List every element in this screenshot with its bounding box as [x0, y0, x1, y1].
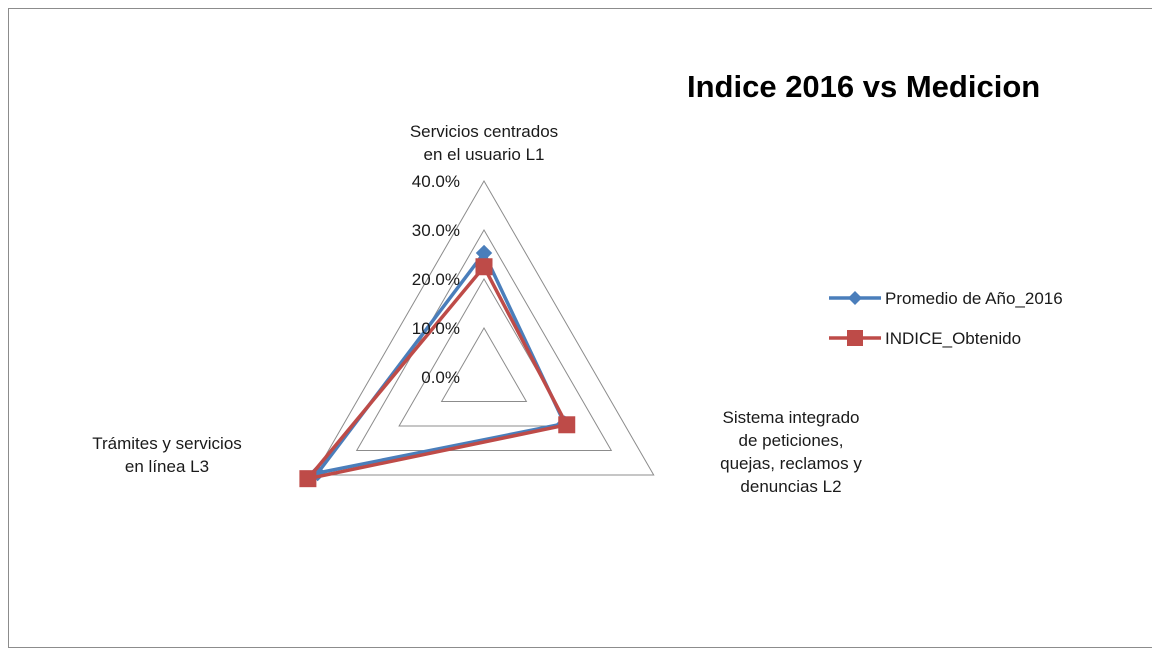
axis-label: Servicios centrados en el usuario L1 [410, 122, 558, 164]
legend-marker [847, 330, 863, 346]
grid-ring [313, 179, 655, 476]
radar-chart: Indice 2016 vs Medicion 0.0% 10.0% 20.0% 30… [92, 69, 1063, 496]
legend-item: Promedio de Año_2016 [829, 289, 1063, 308]
series-marker [299, 470, 317, 488]
tick-label: 0.0% [421, 368, 460, 387]
radar-tick-labels: 0.0% 10.0% 20.0% 30.0% 40.0% [412, 172, 460, 387]
grid-ring [440, 326, 528, 402]
radar-grid [313, 179, 655, 476]
grid-ring [355, 228, 613, 451]
axis-label: Trámites y servicios en línea L3 [92, 434, 242, 476]
radar-axis-labels: Servicios centrados en el usuario L1 Siste… [92, 122, 862, 496]
series-line [315, 251, 567, 475]
series-marker [475, 258, 493, 276]
legend-marker [848, 291, 862, 305]
series-2 [299, 258, 576, 488]
legend-label: INDICE_Obtenido [885, 329, 1021, 348]
chart-title: Indice 2016 vs Medicion [687, 69, 1040, 104]
legend-label: Promedio de Año_2016 [885, 289, 1063, 308]
tick-label: 20.0% [412, 270, 460, 289]
tick-label: 30.0% [412, 221, 460, 240]
radar-series [299, 244, 576, 488]
series-line [306, 265, 569, 481]
chart-frame: Indice 2016 vs Medicion 0.0% 10.0% 20.0% 30… [8, 8, 1152, 648]
tick-label: 10.0% [412, 319, 460, 338]
axis-label: Sistema integrado de peticiones, quejas, r… [720, 408, 862, 496]
legend: Promedio de Año_2016 INDICE_Obtenido [829, 289, 1063, 348]
legend-item: INDICE_Obtenido [829, 329, 1021, 348]
series-marker [558, 416, 576, 434]
tick-label: 40.0% [412, 172, 460, 191]
grid-ring [398, 278, 570, 427]
